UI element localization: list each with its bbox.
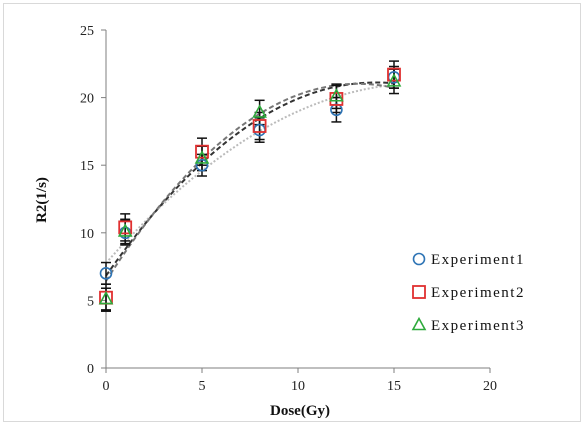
data-point-series-3 bbox=[386, 73, 402, 87]
y-tick-label: 15 bbox=[80, 159, 94, 174]
axes: 0 5 10 15 20 0 5 10 15 20 25 bbox=[80, 24, 497, 394]
x-tick-label: 15 bbox=[387, 379, 401, 394]
legend-label-3: Experiment3 bbox=[431, 318, 525, 334]
x-tick-label: 5 bbox=[199, 379, 206, 394]
data-point-series-1 bbox=[195, 158, 209, 172]
fit-curve-3 bbox=[105, 82, 395, 282]
y-tick-label: 25 bbox=[80, 24, 94, 39]
legend-label-2: Experiment2 bbox=[431, 285, 525, 301]
x-tick-label: 20 bbox=[483, 379, 497, 394]
data-point-series-2 bbox=[329, 92, 344, 106]
data-markers bbox=[98, 67, 402, 305]
data-point-series-3 bbox=[117, 223, 133, 237]
y-tick-label: 20 bbox=[80, 92, 94, 107]
data-point-series-3 bbox=[194, 150, 210, 164]
legend: Experiment1 Experiment2 Experiment3 bbox=[411, 252, 525, 334]
data-point-series-2 bbox=[118, 220, 133, 235]
fit-curve-2 bbox=[105, 81, 395, 277]
data-point-series-2 bbox=[387, 67, 401, 82]
y-tick-label: 0 bbox=[87, 362, 94, 377]
data-point-series-3 bbox=[329, 88, 344, 102]
fit-curve-1 bbox=[105, 83, 395, 264]
legend-marker-1 bbox=[412, 252, 426, 266]
error-bars bbox=[101, 60, 399, 312]
y-axis-label: R2(1/s) bbox=[34, 177, 50, 223]
x-tick-label: 0 bbox=[103, 379, 110, 394]
legend-marker-3 bbox=[411, 316, 427, 331]
x-axis-label: Dose(Gy) bbox=[270, 403, 330, 419]
x-tick-label: 10 bbox=[291, 379, 305, 394]
data-point-series-2 bbox=[195, 144, 209, 159]
data-point-series-1 bbox=[99, 267, 113, 280]
legend-label-1: Experiment1 bbox=[431, 252, 525, 268]
data-point-series-3 bbox=[252, 104, 267, 118]
data-point-series-3 bbox=[98, 290, 114, 305]
y-tick-label: 5 bbox=[87, 294, 94, 309]
data-point-series-2 bbox=[252, 119, 267, 133]
y-tick-label: 10 bbox=[80, 227, 94, 242]
legend-marker-2 bbox=[412, 285, 426, 299]
chart-frame bbox=[3, 3, 581, 422]
fit-curves bbox=[105, 81, 395, 282]
